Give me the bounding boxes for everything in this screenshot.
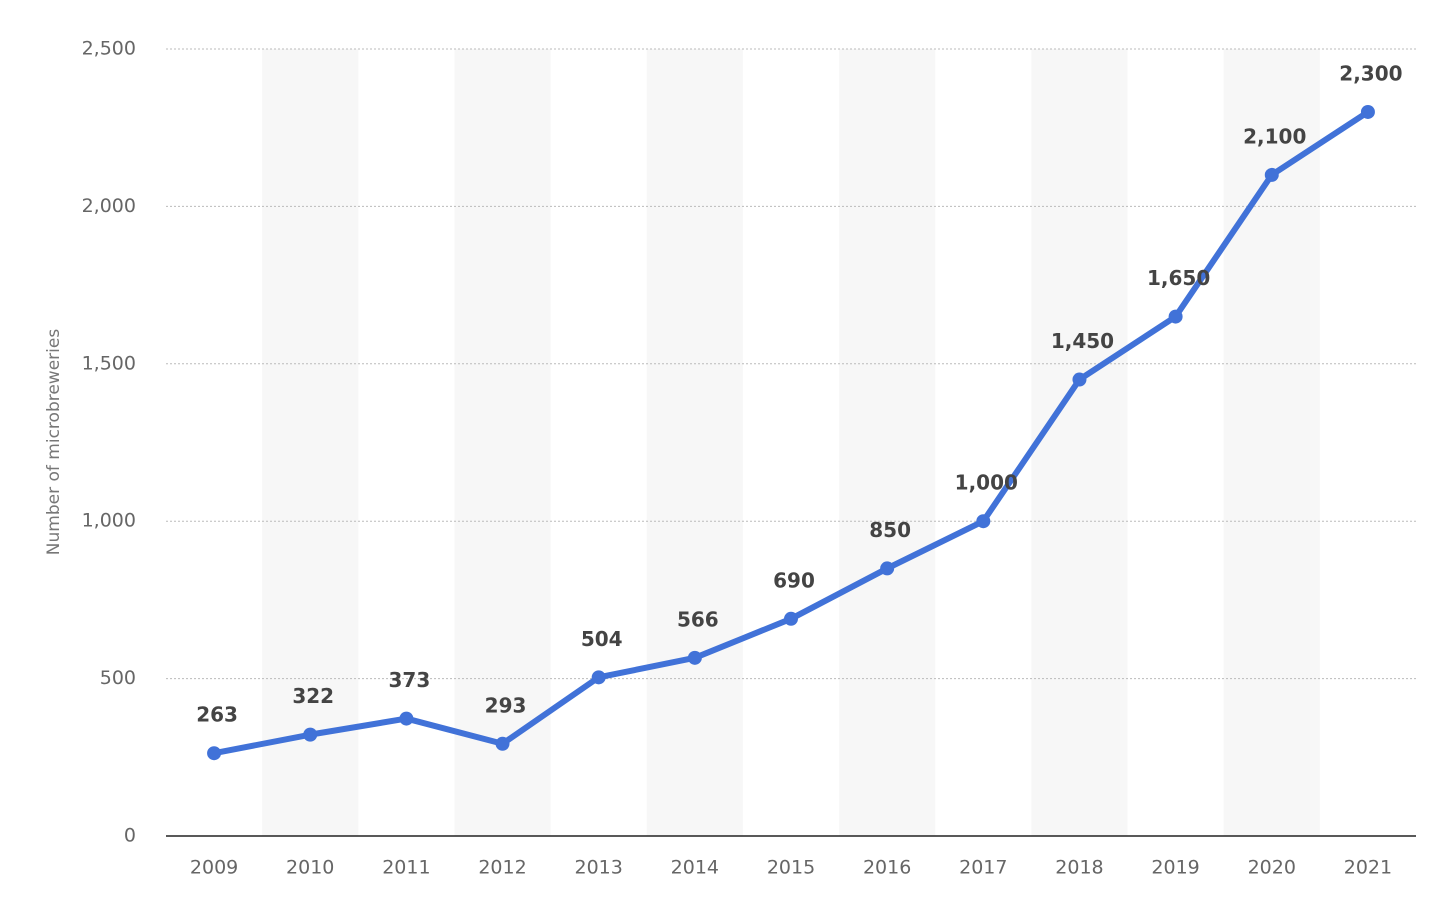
x-tick-label: 2012 bbox=[478, 857, 526, 879]
data-label: 293 bbox=[485, 693, 527, 717]
band bbox=[262, 49, 359, 836]
data-label: 1,000 bbox=[955, 471, 1018, 495]
data-point bbox=[207, 746, 222, 761]
y-tick-label: 1,500 bbox=[82, 352, 136, 374]
x-tick-label: 2014 bbox=[671, 857, 719, 879]
data-point bbox=[1360, 104, 1375, 119]
band bbox=[454, 49, 551, 836]
band bbox=[646, 49, 743, 836]
y-axis-label: Number of microbreweries bbox=[44, 329, 64, 556]
data-label: 566 bbox=[677, 607, 719, 631]
data-point bbox=[399, 711, 414, 726]
data-point bbox=[1264, 167, 1279, 182]
data-point bbox=[976, 514, 991, 529]
y-tick-label: 0 bbox=[124, 825, 136, 847]
band bbox=[1223, 49, 1320, 836]
x-tick-label: 2009 bbox=[190, 857, 238, 879]
data-label: 850 bbox=[869, 518, 911, 542]
data-point bbox=[784, 611, 798, 626]
x-tick-label: 2013 bbox=[575, 857, 623, 879]
y-tick-label: 2,500 bbox=[82, 38, 136, 60]
background-bands bbox=[262, 49, 1320, 836]
band bbox=[839, 49, 936, 836]
x-tick-label: 2010 bbox=[286, 857, 334, 879]
data-point bbox=[1168, 309, 1183, 324]
data-point bbox=[687, 650, 702, 665]
data-label: 373 bbox=[389, 668, 431, 692]
band bbox=[1031, 49, 1128, 836]
data-label: 322 bbox=[292, 684, 334, 708]
data-label: 2,100 bbox=[1243, 124, 1306, 148]
data-line bbox=[213, 109, 1370, 757]
x-tick-label: 2011 bbox=[382, 857, 430, 879]
data-label: 504 bbox=[581, 627, 623, 651]
data-point bbox=[880, 561, 895, 576]
data-label: 1,450 bbox=[1051, 329, 1114, 353]
x-tick-label: 2017 bbox=[959, 857, 1007, 879]
y-tick-label: 500 bbox=[100, 667, 136, 689]
data-point bbox=[591, 670, 606, 685]
x-tick-label: 2019 bbox=[1151, 857, 1199, 879]
data-point bbox=[495, 736, 510, 751]
x-tick-label: 2020 bbox=[1248, 857, 1296, 879]
data-point bbox=[303, 727, 318, 742]
data-label: 263 bbox=[196, 703, 238, 727]
y-tick-label: 2,000 bbox=[82, 195, 136, 217]
x-tick-label: 2018 bbox=[1055, 857, 1103, 879]
data-label: 2,300 bbox=[1339, 61, 1402, 85]
data-label: 1,650 bbox=[1147, 266, 1210, 290]
y-tick-label: 1,000 bbox=[82, 510, 136, 532]
x-tick-label: 2016 bbox=[863, 857, 911, 879]
data-point bbox=[1072, 372, 1087, 387]
data-label: 690 bbox=[773, 568, 815, 592]
x-tick-label: 2021 bbox=[1344, 857, 1392, 879]
x-tick-label: 2015 bbox=[767, 857, 815, 879]
